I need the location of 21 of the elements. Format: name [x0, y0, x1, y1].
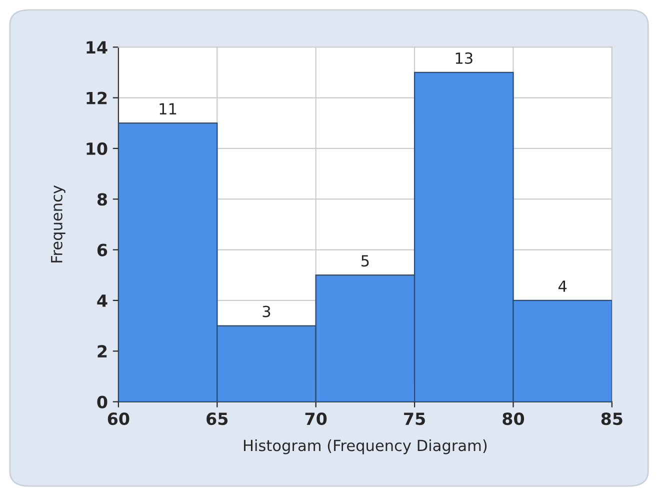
x-tick-label: 75: [404, 412, 425, 426]
x-axis-title: Histogram (Frequency Diagram): [244, 439, 487, 454]
y-tick-label: 8: [97, 193, 107, 206]
y-tick-label: 12: [86, 92, 107, 104]
x-tick-label: 85: [601, 412, 622, 426]
x-tick-label: 70: [305, 412, 327, 426]
y-tick-label: 6: [97, 244, 108, 256]
x-tick-label: 80: [502, 412, 524, 426]
data-label: 3: [262, 306, 270, 318]
data-label: 13: [456, 52, 472, 64]
y-axis-title: Frequency: [51, 185, 66, 262]
y-tick-label: 4: [97, 294, 108, 307]
data-label: 11: [160, 103, 176, 114]
y-tick-label: 0: [97, 396, 108, 408]
x-tick-label: 65: [206, 412, 228, 426]
data-label: 5: [362, 255, 369, 267]
x-tick-label: 60: [108, 412, 130, 426]
y-tick-label: 14: [86, 41, 108, 54]
data-label: 4: [558, 280, 567, 292]
y-tick-label: 2: [98, 345, 107, 358]
y-tick-label: 10: [86, 142, 108, 156]
